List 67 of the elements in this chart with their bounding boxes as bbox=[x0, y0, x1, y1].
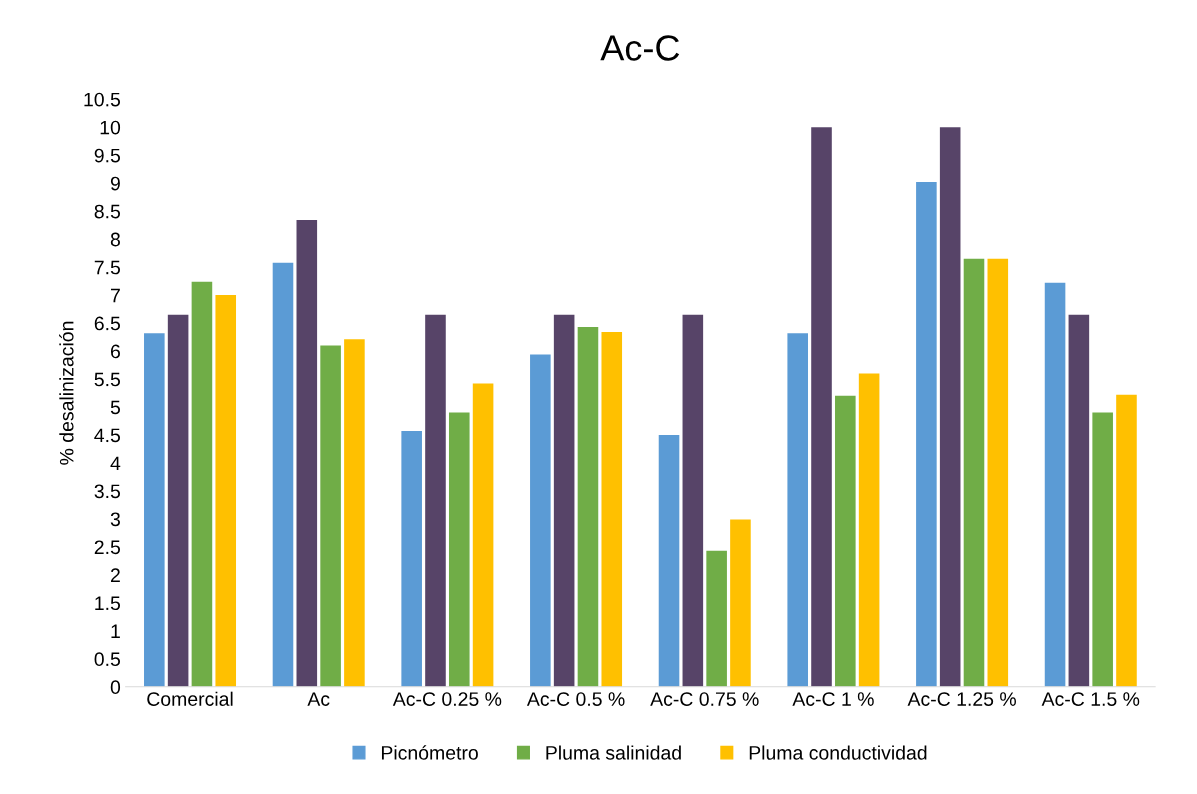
x-tick-label: Ac-C 0.75 % bbox=[650, 692, 759, 706]
y-tick-label: 0.5 bbox=[94, 652, 121, 667]
bar bbox=[963, 258, 985, 687]
bar bbox=[787, 333, 808, 687]
bar bbox=[272, 262, 294, 687]
bar bbox=[553, 314, 575, 687]
y-tick-label: 7.5 bbox=[94, 260, 121, 275]
bar bbox=[344, 339, 365, 687]
bar bbox=[215, 295, 237, 687]
bar bbox=[191, 281, 213, 687]
bar bbox=[144, 333, 165, 687]
y-tick-label: 4 bbox=[110, 456, 121, 471]
y-tick-label: 3.5 bbox=[94, 484, 121, 499]
y-tick-label: 10.5 bbox=[84, 92, 121, 107]
bar bbox=[987, 258, 1009, 687]
y-tick-label: 1 bbox=[111, 624, 120, 638]
y-tick-label: 2 bbox=[110, 568, 120, 582]
y-tick-label: 8 bbox=[110, 232, 120, 247]
bar bbox=[472, 383, 494, 687]
y-axis-title: % desalinización bbox=[59, 321, 74, 465]
bar bbox=[811, 127, 832, 687]
bar bbox=[835, 395, 856, 687]
bar bbox=[1116, 394, 1137, 687]
y-tick-label: 10 bbox=[100, 120, 121, 135]
x-tick-label: Ac-C 1 % bbox=[792, 692, 874, 706]
bar bbox=[858, 373, 880, 687]
bar bbox=[167, 314, 189, 687]
y-tick-label: 7 bbox=[111, 288, 120, 303]
y-tick-label: 5 bbox=[110, 400, 121, 415]
bar bbox=[730, 519, 751, 687]
bar bbox=[1092, 412, 1113, 687]
bar bbox=[577, 327, 599, 687]
bar bbox=[320, 345, 341, 687]
bar bbox=[939, 127, 961, 687]
x-tick-label: Ac-C 0.5 % bbox=[526, 692, 625, 706]
bar bbox=[916, 182, 937, 687]
bar bbox=[658, 435, 680, 687]
legend-label: Pluma conductividad bbox=[749, 745, 927, 760]
bar bbox=[425, 314, 446, 687]
bar bbox=[682, 314, 704, 687]
chart-title: Ac-C bbox=[600, 35, 680, 61]
x-tick-label: Ac bbox=[307, 692, 330, 706]
x-tick-label: Comercial bbox=[147, 691, 233, 706]
y-tick-label: 8.5 bbox=[94, 204, 121, 219]
bar bbox=[601, 332, 623, 687]
bar bbox=[530, 354, 551, 687]
x-tick-label: Ac-C 0.25 % bbox=[392, 692, 502, 706]
y-tick-label: 0 bbox=[110, 680, 121, 695]
y-tick-label: 2.5 bbox=[94, 540, 121, 555]
bar bbox=[448, 412, 470, 687]
y-tick-label: 5.5 bbox=[94, 372, 121, 387]
bar bbox=[296, 220, 318, 687]
y-tick-label: 3 bbox=[110, 512, 120, 527]
y-tick-label: 6 bbox=[111, 344, 120, 359]
bar bbox=[706, 550, 727, 687]
y-tick-label: 9.5 bbox=[94, 148, 121, 163]
legend-label: Pluma salinidad bbox=[546, 745, 681, 760]
bar bbox=[1044, 282, 1066, 687]
legend-label: Picnómetro bbox=[381, 745, 478, 760]
y-tick-label: 4.5 bbox=[94, 428, 121, 443]
x-tick-label: Ac-C 1.5 % bbox=[1041, 692, 1140, 706]
y-tick-label: 1.5 bbox=[95, 596, 121, 611]
bar bbox=[1068, 314, 1090, 687]
x-tick-label: Ac-C 1.25 % bbox=[907, 692, 1016, 706]
y-tick-label: 9 bbox=[110, 176, 120, 191]
bar bbox=[401, 431, 422, 687]
y-tick-label: 6.5 bbox=[94, 316, 121, 331]
